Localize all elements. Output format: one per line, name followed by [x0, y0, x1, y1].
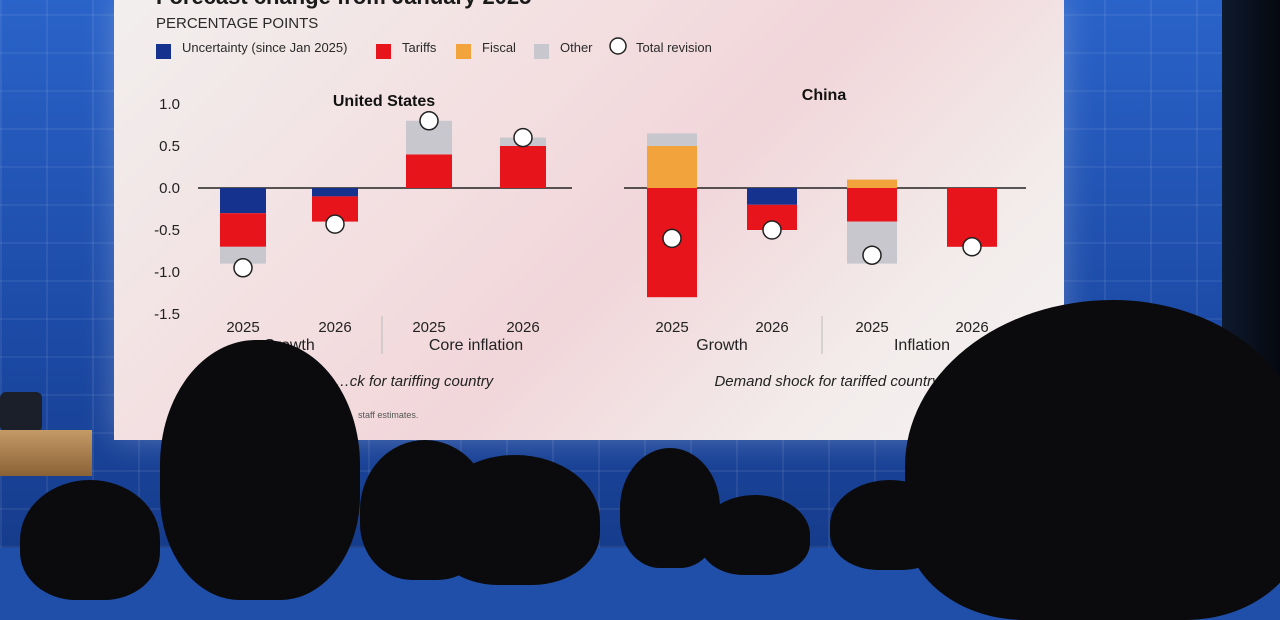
legend-label: Tariffs — [402, 40, 437, 55]
total-revision-marker — [233, 258, 253, 278]
bar-segment — [312, 188, 358, 197]
y-tick-label: -1.0 — [154, 264, 180, 281]
units-label: PERCENTAGE POINTS — [156, 15, 318, 32]
bar-segment — [220, 246, 266, 264]
china-chart: China 2025 2026 2025 2026 Growth Inflation Dema… — [624, 87, 1026, 390]
bar-segment — [220, 188, 266, 214]
total-revision-marker — [662, 228, 682, 249]
legend: Uncertainty (since Jan 2025) Tariffs Fisca… — [156, 37, 712, 59]
bar-segment — [847, 188, 897, 222]
us-chart: United States 1.0 0.5 0.0 -0.5 -1.0 -1.5 2025 20… — [154, 93, 572, 390]
total-revision-marker — [325, 214, 345, 234]
source-note: staff estimates. — [358, 410, 418, 420]
y-tick-label: 0.0 — [159, 180, 180, 197]
legend-swatch — [534, 44, 549, 59]
x-tick-label: 2026 — [318, 319, 351, 336]
bar-segment — [406, 154, 452, 188]
legend-label: Other — [560, 40, 593, 55]
bar-segment — [220, 213, 266, 247]
legend-label: Uncertainty (since Jan 2025) — [182, 40, 347, 55]
legend-label: Total revision — [636, 40, 712, 55]
y-tick-label: 1.0 — [159, 96, 180, 113]
x-tick-label: 2025 — [412, 319, 445, 336]
bar-segment — [947, 188, 997, 247]
stage-table — [0, 430, 92, 476]
legend-swatch — [456, 44, 471, 59]
x-tick-label: 2026 — [955, 319, 988, 336]
stage-dark-edge — [1222, 0, 1280, 548]
x-tick-label: 2025 — [655, 319, 688, 336]
chart-title: United States — [333, 93, 435, 110]
chart-title: China — [802, 87, 847, 104]
legend-swatch — [376, 44, 391, 59]
chart-subtitle: Demand shock for tariffed country — [714, 373, 941, 390]
total-revision-marker — [862, 245, 882, 265]
stage-chair — [0, 392, 42, 432]
group-label: Growth — [696, 337, 748, 354]
x-tick-label: 2025 — [226, 319, 259, 336]
slide-title: Forecast change from January 2025 — [156, 0, 531, 9]
legend-label: Fiscal — [482, 40, 516, 55]
chart-subtitle: …ck for tariffing country — [335, 373, 495, 390]
group-label: Growth — [263, 337, 315, 354]
group-label: Core inflation — [429, 337, 523, 354]
y-tick-label: -1.5 — [154, 306, 180, 323]
x-tick-label: 2026 — [506, 319, 539, 336]
legend-swatch-circle — [609, 37, 627, 55]
total-revision-marker — [962, 237, 982, 257]
x-tick-label: 2026 — [755, 319, 788, 336]
total-revision-marker — [762, 220, 782, 240]
y-tick-label: 0.5 — [159, 138, 180, 155]
bar-segment — [847, 179, 897, 188]
projection-screen: Forecast change from January 2025 PERCEN… — [114, 0, 1064, 440]
x-tick-label: 2025 — [855, 319, 888, 336]
total-revision-marker — [513, 127, 533, 148]
bar-segment — [647, 133, 697, 146]
bar-segment — [647, 146, 697, 188]
bar-segment — [747, 188, 797, 205]
bar-segment — [500, 146, 546, 188]
y-tick-label: -0.5 — [154, 222, 180, 239]
legend-swatch — [156, 44, 171, 59]
slide-chart: Forecast change from January 2025 PERCEN… — [154, 0, 1026, 420]
total-revision-marker — [419, 111, 439, 131]
group-label: Inflation — [894, 337, 950, 354]
